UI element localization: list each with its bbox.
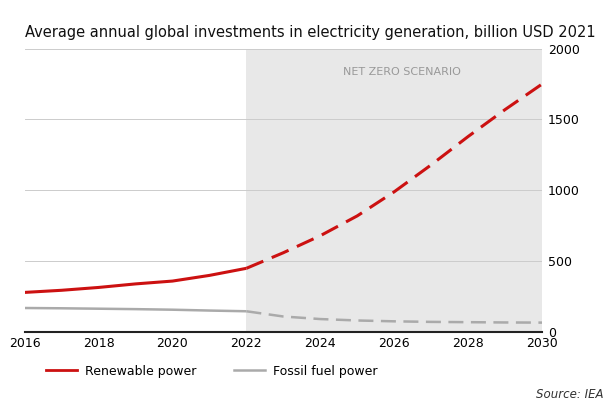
Legend: Renewable power, Fossil fuel power: Renewable power, Fossil fuel power xyxy=(41,360,382,383)
Text: Source: IEA: Source: IEA xyxy=(536,388,604,401)
Text: Average annual global investments in electricity generation, billion USD 2021: Average annual global investments in ele… xyxy=(25,26,595,40)
Text: NET ZERO SCENARIO: NET ZERO SCENARIO xyxy=(342,67,461,77)
Bar xyxy=(246,49,542,332)
